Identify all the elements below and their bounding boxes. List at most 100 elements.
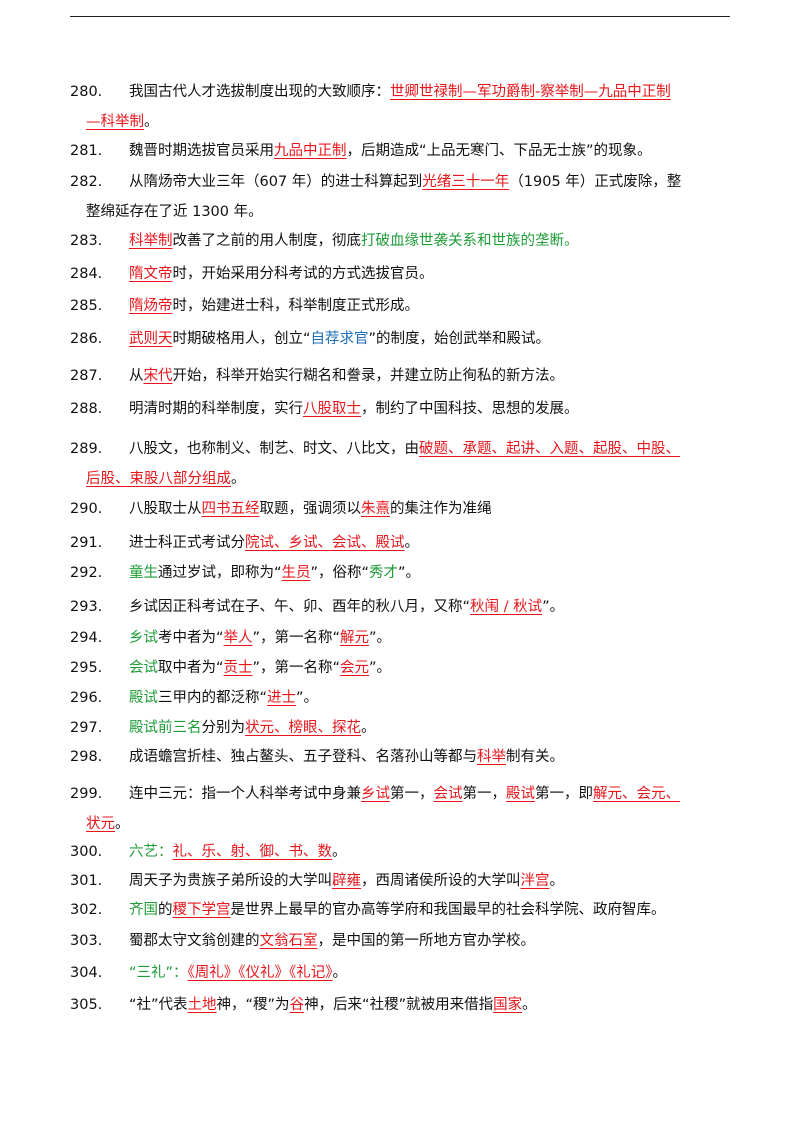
list-item: 298. 成语蟾宫折桂、独占鳌头、五子登科、名落孙山等都与科举制有关。 [70, 745, 738, 769]
item-text: 三甲内的都泛称“ [158, 690, 268, 706]
item-text: ”。 [542, 599, 565, 615]
item-body: 八股取士从四书五经取题，强调须以朱熹的集注作为准绳 [129, 497, 738, 521]
item-text: ，是中国的第一所地方官办学校。 [317, 933, 536, 949]
item-number: 287. [70, 368, 103, 384]
item-text: 取中者为“ [158, 660, 224, 676]
list-item: 297. 殿试前三名分别为状元、榜眼、探花。 [70, 716, 738, 740]
list-item: 303. 蜀郡太守文翁创建的文翁石室，是中国的第一所地方官办学校。 [70, 929, 738, 953]
header-rule [70, 16, 730, 17]
item-number: 295. [70, 660, 103, 676]
keyword-highlight: 破题、承题、起讲、入题、起股、中股、 [419, 441, 680, 457]
item-text: ，西周诸侯所设的大学叫 [361, 873, 521, 889]
item-text: 开始，科举开始实行糊名和誊录，并建立防止徇私的新方法。 [172, 368, 565, 384]
item-text: 。 [115, 816, 130, 832]
item-number: 299. [70, 786, 103, 802]
item-text: 成语蟾宫折桂、独占鳌头、五子登科、名落孙山等都与 [129, 749, 477, 765]
keyword-highlight: 隋文帝 [129, 266, 173, 282]
list-item: 283. 科举制改善了之前的用人制度，彻底打破血缘世袭关系和世族的垄断。 [70, 229, 738, 253]
term-highlight: “三礼”： [129, 965, 188, 981]
keyword-highlight: 八股取士 [303, 401, 361, 417]
item-number: 290. [70, 501, 103, 517]
item-body: 隋文帝时，开始采用分科考试的方式选拔官员。 [129, 262, 738, 286]
item-number: 284. [70, 266, 103, 282]
item-number: 297. [70, 720, 103, 736]
item-text: 。 [332, 844, 347, 860]
item-text: 时期破格用人，创立“ [172, 331, 311, 347]
item-text: 时，开始采用分科考试的方式选拔官员。 [172, 266, 434, 282]
item-body: 武则天时期破格用人，创立“自荐求官”的制度，始创武举和殿试。 [129, 327, 738, 351]
item-text: 是世界上最早的官办高等学府和我国最早的社会科学院、政府智库。 [230, 902, 666, 918]
item-text: 连中三元：指一个人科举考试中身兼 [129, 786, 361, 802]
list-item: 290. 八股取士从四书五经取题，强调须以朱熹的集注作为准绳 [70, 497, 738, 521]
item-text: 取题，强调须以 [259, 501, 362, 517]
keyword-highlight: 院试、乡试、会试、殿试 [245, 535, 405, 551]
item-body: 六艺：礼、乐、射、御、书、数。 [129, 840, 738, 864]
item-text: 。 [231, 471, 246, 487]
item-text: 乡试因正科考试在子、午、卯、酉年的秋八月，又称“ [129, 599, 471, 615]
item-text: 。 [144, 114, 159, 130]
item-body: 成语蟾宫折桂、独占鳌头、五子登科、名落孙山等都与科举制有关。 [129, 745, 738, 769]
item-number: 303. [70, 933, 103, 949]
item-number: 298. [70, 749, 103, 765]
item-continuation: 状元。 [86, 812, 738, 836]
item-body: 殿试三甲内的都泛称“进士”。 [129, 686, 738, 710]
item-text: 分别为 [201, 720, 246, 736]
item-continuation: —科举制。 [86, 110, 738, 134]
item-number: 288. [70, 401, 103, 417]
item-body: 周天子为贵族子弟所设的大学叫辟雍，西周诸侯所设的大学叫泮宫。 [129, 869, 738, 893]
item-text: 改善了之前的用人制度，彻底 [172, 233, 362, 249]
keyword-highlight: 文翁石室 [259, 933, 318, 949]
keyword-highlight: 乡试 [361, 786, 390, 802]
item-text: 第一， [390, 786, 434, 802]
quote-highlight: 自荐求官 [310, 331, 369, 347]
item-number: 305. [70, 997, 103, 1013]
item-text: ”的制度，始创武举和殿试。 [368, 331, 551, 347]
list-item: 286. 武则天时期破格用人，创立“自荐求官”的制度，始创武举和殿试。 [70, 327, 738, 351]
term-highlight: 齐国 [129, 902, 158, 918]
item-number: 289. [70, 441, 103, 457]
item-text: 周天子为贵族子弟所设的大学叫 [129, 873, 332, 889]
item-body: 八股文，也称制义、制艺、时文、八比文，由破题、承题、起讲、入题、起股、中股、 后股… [86, 437, 738, 491]
list-item: 280. 我国古代人才选拔制度出现的大致顺序：世卿世禄制—军功爵制-察举制—九品中… [70, 80, 738, 134]
keyword-highlight: 生员 [281, 565, 311, 581]
item-number: 291. [70, 535, 103, 551]
keyword-highlight: 状元、榜眼、探花 [245, 720, 361, 736]
item-body: 会试取中者为“贡士”，第一名称“会元”。 [129, 656, 738, 680]
term-highlight: 打破血缘世袭关系和世族的垄断。 [361, 233, 579, 249]
list-item: 289. 八股文，也称制义、制艺、时文、八比文，由破题、承题、起讲、入题、起股、中… [70, 437, 738, 491]
item-number: 294. [70, 630, 103, 646]
list-item: 299. 连中三元：指一个人科举考试中身兼乡试第一，会试第一，殿试第一，即解元、会… [70, 782, 738, 836]
item-text: ，制约了中国科技、思想的发展。 [361, 401, 579, 417]
keyword-highlight: 土地 [187, 997, 217, 1013]
keyword-highlight: 九品中正制 [274, 143, 347, 159]
item-text: 蜀郡太守文翁创建的 [129, 933, 260, 949]
keyword-highlight: 泮宫 [520, 873, 550, 889]
item-text: 从 [129, 368, 144, 384]
item-body: 魏晋时期选拔官员采用九品中正制，后期造成“上品无寒门、下品无士族”的现象。 [129, 139, 738, 163]
item-number: 286. [70, 331, 103, 347]
item-text: ，后期造成“上品无寒门、下品无士族”的现象。 [346, 143, 652, 159]
term-highlight: 殿试 [129, 690, 158, 706]
keyword-highlight: 会元 [340, 660, 370, 676]
item-text: 。 [404, 535, 420, 551]
item-text: 明清时期的科举制度，实行 [129, 401, 303, 417]
item-text: 。 [549, 873, 565, 889]
item-text: 神，“稷”为 [216, 997, 290, 1013]
keyword-highlight: 四书五经 [201, 501, 260, 517]
keyword-highlight: 辟雍 [332, 873, 361, 889]
item-text: 制有关。 [506, 749, 564, 765]
item-body: 科举制改善了之前的用人制度，彻底打破血缘世袭关系和世族的垄断。 [129, 229, 738, 253]
keyword-highlight: 国家 [493, 997, 523, 1013]
term-highlight: 会试 [129, 660, 158, 676]
item-number: 296. [70, 690, 103, 706]
item-number: 293. [70, 599, 103, 615]
list-item: 281. 魏晋时期选拔官员采用九品中正制，后期造成“上品无寒门、下品无士族”的现象… [70, 139, 738, 163]
keyword-highlight: 秋闱 / 秋试 [470, 599, 543, 615]
list-item: 287. 从宋代开始，科举开始实行糊名和誊录，并建立防止徇私的新方法。 [70, 364, 738, 388]
item-number: 302. [70, 902, 103, 918]
item-number: 292. [70, 565, 103, 581]
item-text: 进士科正式考试分 [129, 535, 245, 551]
item-text: 考中者为“ [158, 630, 224, 646]
keyword-highlight: —科举制 [86, 114, 144, 130]
keyword-highlight: 状元 [86, 816, 115, 832]
